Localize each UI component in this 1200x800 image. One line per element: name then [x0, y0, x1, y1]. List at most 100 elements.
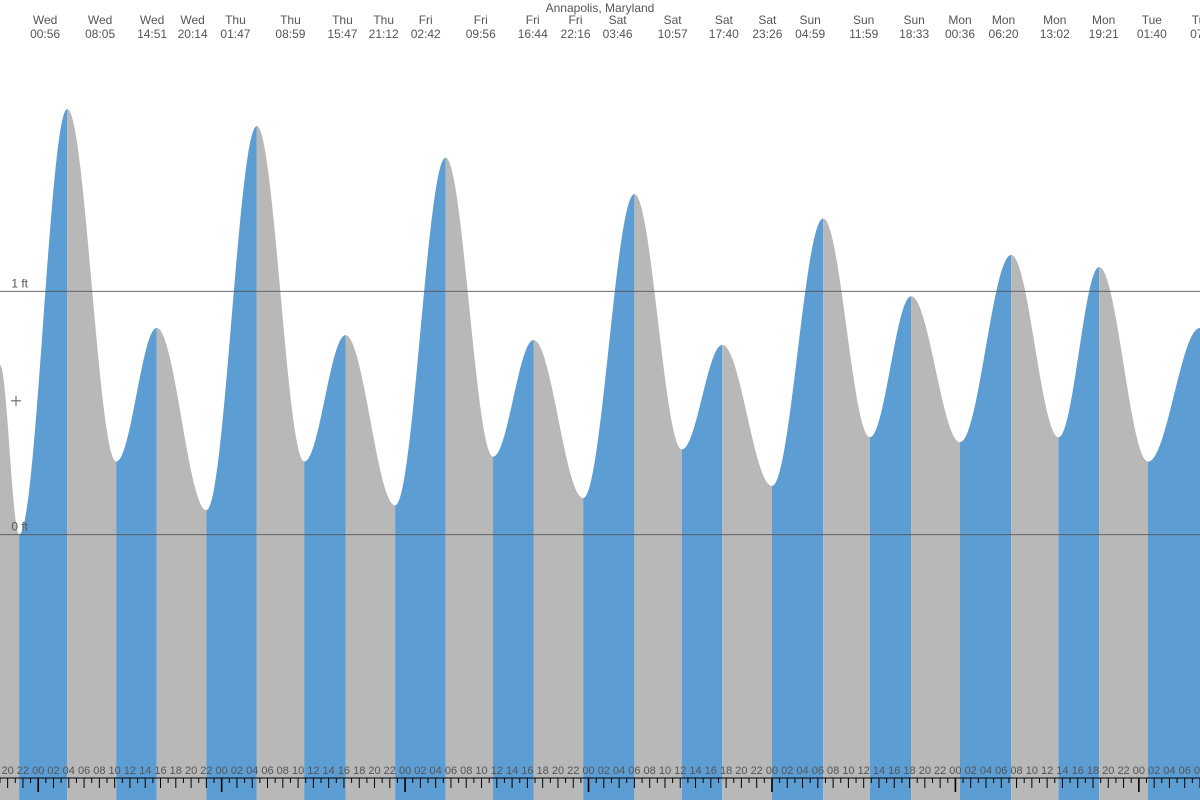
x-axis-hour-label: 06 — [445, 765, 457, 777]
x-axis-hour-label: 06 — [1179, 765, 1191, 777]
x-axis-hour-label: 18 — [537, 765, 549, 777]
x-axis-hour-label: 02 — [1148, 765, 1160, 777]
x-axis-hour-label: 10 — [659, 765, 671, 777]
chart-title: Annapolis, Maryland — [546, 1, 655, 15]
top-label-day: Sat — [715, 13, 734, 27]
x-axis-hour-label: 14 — [323, 765, 335, 777]
x-axis-hour-label: 16 — [154, 765, 166, 777]
x-axis-hour-label: 20 — [735, 765, 747, 777]
x-axis-hour-label: 04 — [430, 765, 442, 777]
x-axis-hour-label: 04 — [613, 765, 625, 777]
x-axis-hour-label: 18 — [903, 765, 915, 777]
x-axis-hour-label: 14 — [689, 765, 701, 777]
top-label-time: 08:05 — [85, 27, 115, 41]
x-axis-hour-label: 00 — [1133, 765, 1145, 777]
top-label-day: Mon — [1092, 13, 1115, 27]
top-label-time: 22:16 — [561, 27, 591, 41]
top-label-time: 20:14 — [178, 27, 208, 41]
top-label-day: Fri — [419, 13, 433, 27]
top-label-time: 19:21 — [1089, 27, 1119, 41]
tide-area — [0, 109, 1200, 800]
y-axis-label: 0 ft — [11, 520, 28, 534]
x-axis-hour-label: 00 — [399, 765, 411, 777]
x-axis-hour-label: 18 — [720, 765, 732, 777]
x-axis-hour-label: 02 — [47, 765, 59, 777]
top-label-time: 09:56 — [466, 27, 496, 41]
x-axis-hour-label: 16 — [338, 765, 350, 777]
top-label-day: Sun — [853, 13, 874, 27]
top-label-day: Wed — [180, 13, 204, 27]
top-label-day: Thu — [332, 13, 353, 27]
top-label-time: 00:36 — [945, 27, 975, 41]
top-label-day: Thu — [373, 13, 394, 27]
top-label-time: 06:20 — [989, 27, 1019, 41]
tide-chart: 0 ft1 ft20220002040608101214161820220002… — [0, 0, 1200, 800]
x-axis-hour-label: 14 — [139, 765, 151, 777]
top-label-time: 14:51 — [137, 27, 167, 41]
x-axis-hour-label: 08 — [644, 765, 656, 777]
x-axis-hour-label: 06 — [995, 765, 1007, 777]
x-axis-hour-label: 22 — [751, 765, 763, 777]
x-axis-hour-label: 22 — [17, 765, 29, 777]
top-label-day: Sat — [609, 13, 628, 27]
x-axis-hour-label: 00 — [582, 765, 594, 777]
x-axis-hour-label: 02 — [414, 765, 426, 777]
x-axis-hour-label: 20 — [185, 765, 197, 777]
x-axis-hour-label: 00 — [216, 765, 228, 777]
x-axis-hour-label: 10 — [842, 765, 854, 777]
x-axis-hour-label: 04 — [63, 765, 75, 777]
x-axis-hour-label: 22 — [1117, 765, 1129, 777]
x-axis-hour-label: 02 — [231, 765, 243, 777]
top-label-time: 23:26 — [752, 27, 782, 41]
x-axis-hour-label: 16 — [1072, 765, 1084, 777]
x-axis-hour-label: 20 — [2, 765, 14, 777]
top-label-day: Mon — [948, 13, 971, 27]
x-axis-hour-label: 08 — [460, 765, 472, 777]
top-label-time: 16:44 — [518, 27, 548, 41]
x-axis-hour-label: 18 — [1087, 765, 1099, 777]
x-axis-hour-label: 08 — [93, 765, 105, 777]
x-axis-hour-label: 06 — [78, 765, 90, 777]
x-axis-hour-label: 16 — [888, 765, 900, 777]
x-axis-hour-label: 10 — [1026, 765, 1038, 777]
x-axis-hour-label: 20 — [552, 765, 564, 777]
x-axis-hour-label: 04 — [1163, 765, 1175, 777]
x-axis-hour-label: 08 — [827, 765, 839, 777]
x-axis-hour-label: 00 — [949, 765, 961, 777]
x-axis-hour-label: 18 — [353, 765, 365, 777]
top-label-time: 21:12 — [369, 27, 399, 41]
x-axis-hour-label: 08 — [1010, 765, 1022, 777]
x-axis-hour-label: 12 — [674, 765, 686, 777]
x-axis-hour-label: 08 — [277, 765, 289, 777]
top-label-day: Wed — [33, 13, 57, 27]
x-axis-hour-label: 20 — [919, 765, 931, 777]
top-label-day: Sun — [903, 13, 924, 27]
top-label-day: Wed — [140, 13, 164, 27]
x-axis-hour-label: 04 — [980, 765, 992, 777]
x-axis-hour-label: 12 — [307, 765, 319, 777]
y-axis-label: 1 ft — [11, 276, 28, 290]
x-axis-hour-label: 16 — [705, 765, 717, 777]
x-axis-hour-label: 00 — [32, 765, 44, 777]
x-axis-hour-label: 14 — [1056, 765, 1068, 777]
x-axis-hour-label: 02 — [965, 765, 977, 777]
x-axis-hour-label: 14 — [506, 765, 518, 777]
x-axis-hour-label: 06 — [261, 765, 273, 777]
top-label-day: Sat — [758, 13, 777, 27]
top-label-time: 10:57 — [658, 27, 688, 41]
x-axis-hour-label: 16 — [521, 765, 533, 777]
x-axis-hour-label: 22 — [200, 765, 212, 777]
x-axis-hour-label: 22 — [384, 765, 396, 777]
top-label-day: Thu — [280, 13, 301, 27]
top-label-day: Sat — [664, 13, 683, 27]
top-label-time: 11:59 — [849, 27, 878, 41]
top-label-time: 01:47 — [220, 27, 250, 41]
top-label-day: Fri — [474, 13, 488, 27]
x-axis-hour-label: 22 — [567, 765, 579, 777]
tide-chart-svg: 0 ft1 ft20220002040608101214161820220002… — [0, 0, 1200, 800]
x-axis-hour-label: 12 — [858, 765, 870, 777]
top-label-day: Mon — [992, 13, 1015, 27]
x-axis-hour-label: 20 — [1102, 765, 1114, 777]
x-axis-hour-label: 06 — [628, 765, 640, 777]
top-label-time: 02:42 — [411, 27, 441, 41]
